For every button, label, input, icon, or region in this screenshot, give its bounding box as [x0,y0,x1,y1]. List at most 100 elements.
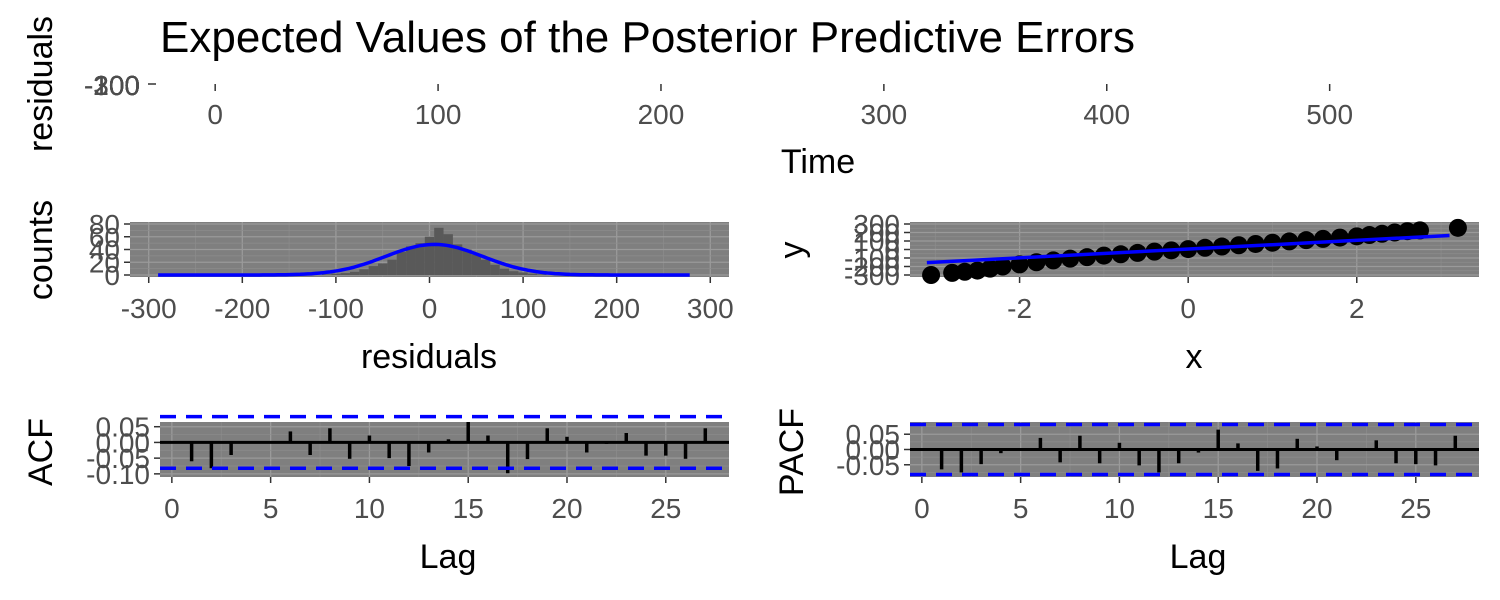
qq-point [1410,221,1429,240]
histogram-bar [340,273,350,275]
pacf-x-tick-label: 20 [1301,493,1332,524]
histogram-bar [378,263,388,275]
pacf-y-tick-label: 0.05 [846,419,901,450]
acf-x-tick-label: 15 [453,493,484,524]
pacf-x-axis-title: Lag [1170,538,1227,576]
histogram-bars [321,227,547,275]
residuals-y-tick-label: 200 [93,70,140,101]
histogram-y-tick-label: 40 [89,235,120,266]
pacf-y-ticks: -0.050.000.05 [836,419,910,481]
histogram-bar [331,273,341,275]
histogram-x-ticks: -300 -200 -100 0 100 200 300 [121,277,734,324]
qq-x-ticks: -2 0 2 [1007,277,1365,324]
qq-y-tick-label: 0 [884,235,900,266]
qq-y-tick-label: -200 [844,252,900,283]
histogram-bar [518,272,528,275]
pacf-x-ticks: 0 5 10 15 20 25 [914,477,1431,524]
qq-y-tick-label: -300 [844,260,900,291]
histogram-bar [349,271,360,275]
qq-point [1297,231,1316,250]
histogram-y-tick-label: 20 [89,247,120,278]
histogram-bar [321,274,332,275]
histogram-x-tick-label: 200 [593,293,640,324]
panel-pacf: 0 5 10 15 20 25 -0.050.000.05 Lag PACF [773,408,1479,576]
histogram-bar [452,244,463,275]
pacf-y-axis-title: PACF [773,408,811,496]
histogram-bar [537,274,547,275]
qq-point [1280,232,1299,251]
histogram-bar [406,246,416,275]
qq-point [1061,249,1080,268]
histogram-bar [499,268,510,275]
pacf-x-tick-label: 0 [914,493,930,524]
qq-point [1314,229,1333,248]
histogram-bar [434,227,444,275]
residuals-y-tick-label: 300 [93,70,140,101]
time-x-ticks: 0 100 200 300 400 500 [207,84,1353,130]
histogram-bar [424,236,435,275]
qq-point [1010,255,1029,274]
histogram-x-tick-label: 300 [687,293,734,324]
histogram-bar [359,269,369,275]
histogram-bar [415,243,425,275]
histogram-x-tick-label: 100 [500,293,547,324]
qq-x-axis-title: x [1186,338,1203,376]
time-x-tick-label: 400 [1083,99,1130,130]
acf-x-ticks: 0 5 10 15 20 25 [164,477,681,524]
qq-y-tick-label: 300 [853,209,900,240]
acf-x-tick-label: 20 [551,493,582,524]
residuals-y-tick-label: -300 [84,70,140,101]
qq-y-tick-label: 100 [853,226,900,257]
chart-title: Expected Values of the Posterior Predict… [160,13,1135,62]
qq-x-tick-label: 2 [1349,293,1365,324]
residuals-y-tick-label: -100 [84,70,140,101]
qq-point [922,266,941,284]
histogram-x-tick-label: 0 [422,293,438,324]
pacf-y-tick-label: -0.05 [836,450,900,481]
histogram-y-tick-label: 60 [89,222,120,253]
acf-y-tick-label: -0.10 [86,459,150,490]
histogram-y-tick-label: 0 [104,260,120,291]
histogram-bar [509,271,519,275]
pacf-x-tick-label: 5 [1013,493,1029,524]
qq-y-tick-label: -100 [844,243,900,274]
time-x-tick-label: 300 [861,99,908,130]
qq-point [993,257,1012,276]
pacf-spikes [910,429,1479,473]
acf-y-ticks: -0.10-0.050.000.05 [86,412,160,490]
histogram-bar [462,249,472,275]
residuals-y-tick-label: 0 [124,70,140,101]
pacf-y-tick-label: 0.00 [846,435,901,466]
acf-x-tick-label: 0 [164,493,180,524]
time-x-tick-label: 100 [415,99,462,130]
histogram-y-axis-title: counts [22,200,60,300]
histogram-x-axis-title: residuals [361,338,497,376]
acf-confidence-lines [160,414,729,470]
acf-y-tick-label: 0.05 [96,412,151,443]
acf-y-tick-label: 0.00 [96,427,151,458]
time-x-tick-label: 500 [1306,99,1353,130]
qq-point [1330,228,1349,247]
histogram-x-tick-label: -300 [121,293,177,324]
histogram-y-tick-label: 80 [89,209,120,240]
pacf-x-tick-label: 10 [1104,493,1135,524]
panel-acf: 0 5 10 15 20 25 -0.10-0.050.000.05 Lag ACF [22,412,729,576]
acf-x-tick-label: 5 [263,493,279,524]
residuals-axis-title: residuals [22,16,60,152]
qq-x-tick-label: -2 [1007,293,1032,324]
acf-y-axis-title: ACF [22,418,60,486]
pacf-x-tick-label: 25 [1400,493,1431,524]
qq-y-axis-title: y [773,242,811,259]
histogram-x-tick-label: -200 [214,293,270,324]
histogram-x-tick-label: -100 [308,293,364,324]
qq-x-tick-label: 0 [1180,293,1196,324]
qq-y-tick-label: 200 [853,218,900,249]
qq-reference-line [926,233,1450,265]
